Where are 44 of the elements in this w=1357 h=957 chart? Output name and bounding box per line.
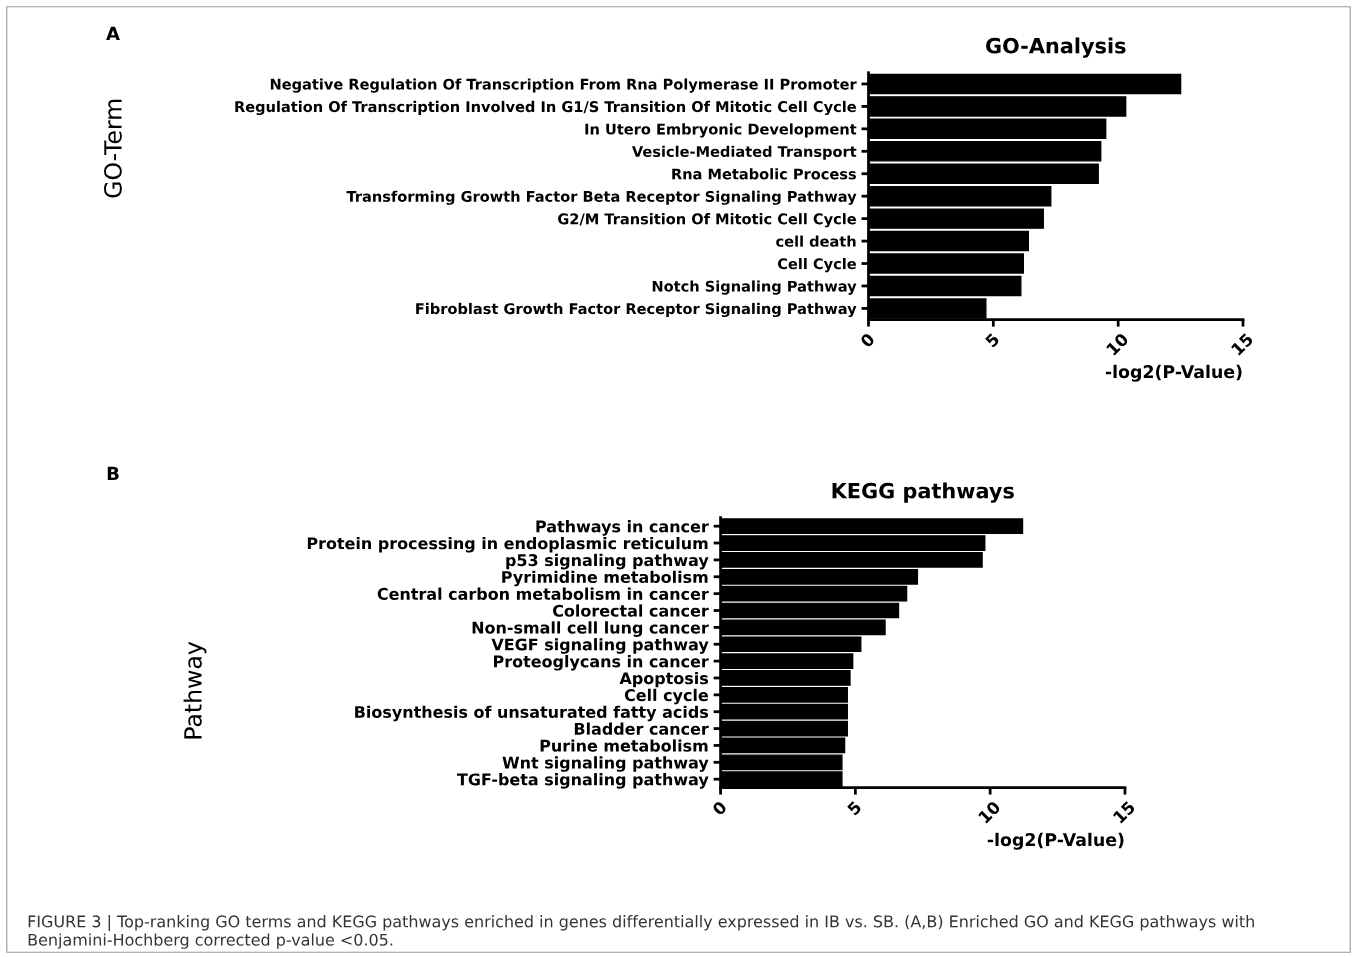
y-tick-label: Negative Regulation Of Transcription From Rna Polymerase II Promoter bbox=[270, 78, 857, 93]
chart-title: GO-Analysis bbox=[986, 37, 1126, 58]
y-tick-label: Bladder cancer bbox=[574, 722, 709, 735]
x-tick-label: 15 bbox=[1230, 332, 1254, 356]
x-axis-title: -log2(P-Value) bbox=[1105, 364, 1242, 382]
y-tick-label: p53 signaling pathway bbox=[506, 553, 709, 570]
y-tick-label: Regulation Of Transcription Involved In G1/S Transition Of Mitotic Cell Cycle bbox=[235, 100, 856, 116]
y-tick-label: Purine metabolism bbox=[540, 739, 708, 752]
text: B bbox=[107, 466, 119, 480]
y-tick-label: Pyrimidine metabolism bbox=[502, 570, 708, 587]
y-tick-label: Protein processing in endoplasmic reticulum bbox=[307, 536, 708, 553]
x-tick-label: 5 bbox=[984, 332, 1001, 348]
chart-title: KEGG pathways bbox=[832, 482, 1014, 503]
y-axis-title: GO-Term bbox=[103, 99, 122, 198]
y-tick-label: Cell Cycle bbox=[777, 257, 856, 273]
y-tick-label: Biosynthesis of unsaturated fatty acids bbox=[355, 705, 709, 722]
x-tick-label: 10 bbox=[977, 800, 1002, 824]
y-tick-label: Non-small cell lung cancer bbox=[472, 621, 709, 637]
y-tick-label: VEGF signaling pathway bbox=[491, 638, 709, 654]
caption: FIGURE 3 | Top-ranking GO terms and KEGG pathways enriched in genes differentially expressed in IB vs. SB. (A,B) Enriched GO and KEGG pathways with Benjamini-Hochberg corrected p-value <0.05. bbox=[28, 915, 1254, 949]
y-tick-label: Cell cycle bbox=[624, 688, 708, 705]
y-tick-label: Notch Signaling Pathway bbox=[652, 280, 857, 295]
y-tick-label: TGF-beta signaling pathway bbox=[457, 773, 709, 789]
x-tick-label: 10 bbox=[1105, 332, 1130, 356]
y-tick-label: Pathways in cancer bbox=[536, 520, 709, 536]
x-tick-label: 0 bbox=[711, 800, 728, 817]
x-axis-title: -log2(P-Value) bbox=[987, 832, 1124, 850]
y-tick-label: Central carbon metabolism in cancer bbox=[377, 587, 709, 600]
y-tick-label: Colorectal cancer bbox=[552, 604, 709, 617]
y-tick-label: Fibroblast Growth Factor Receptor Signaling Pathway bbox=[416, 302, 857, 318]
x-tick-label: 0 bbox=[859, 332, 876, 349]
text: A bbox=[106, 26, 120, 40]
y-tick-label: G2/M Transition Of Mitotic Cell Cycle bbox=[558, 213, 856, 228]
y-tick-label: Apoptosis bbox=[619, 671, 709, 688]
y-tick-label: Rna Metabolic Process bbox=[672, 168, 856, 180]
y-tick-label: Vesicle-Mediated Transport bbox=[631, 145, 857, 160]
y-tick-label: Wnt signaling pathway bbox=[502, 756, 709, 772]
x-tick-label: 15 bbox=[1112, 800, 1136, 824]
x-tick-label: 5 bbox=[846, 800, 863, 816]
y-tick-label: Transforming Growth Factor Beta Receptor Signaling Pathway bbox=[346, 190, 857, 205]
y-tick-label: Proteoglycans in cancer bbox=[494, 655, 709, 671]
y-tick-label: cell death bbox=[776, 235, 856, 247]
y-axis-title: Pathway bbox=[183, 641, 207, 739]
y-tick-label: In Utero Embryonic Development bbox=[585, 123, 857, 138]
